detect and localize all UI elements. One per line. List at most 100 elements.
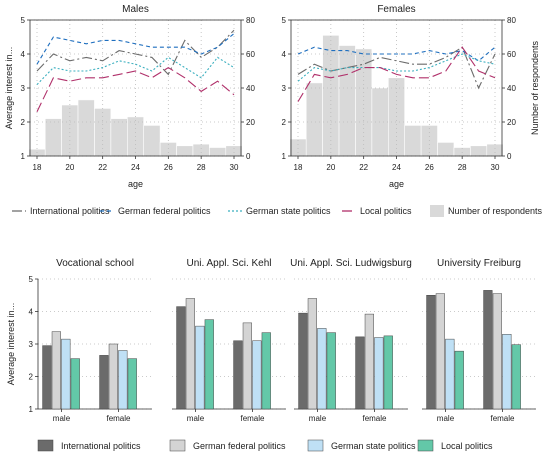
y-axis-label: Average interest in...	[4, 47, 14, 129]
x-tick-label: 30	[491, 163, 500, 172]
respondent-bar	[225, 145, 243, 157]
x-tick-label: 18	[294, 163, 303, 172]
legend-label: International politics	[61, 441, 141, 451]
y2-tick-label: 60	[507, 50, 516, 59]
respondent-bar	[289, 138, 307, 157]
x-tick-label: 18	[33, 163, 42, 172]
legend-top-item: Number of respondents	[430, 205, 543, 217]
legend-bottom-item: Local politics	[417, 439, 493, 452]
respondent-bar	[192, 143, 210, 157]
respondent-bar	[110, 118, 128, 157]
line-panel-females: Females 18 20 22 24 26 28 30 age 1 2 3 4 5 0 20 40 60 80 Nu…	[282, 4, 540, 189]
legend-label: German federal politics	[193, 441, 286, 451]
y2-tick-label: 80	[507, 16, 516, 25]
panel-title: University Freiburg	[437, 258, 521, 269]
y-tick-label: 1	[282, 152, 287, 161]
y-tick-label: 1	[21, 152, 26, 161]
panel-title: Uni. Appl. Sci. Kehl	[186, 258, 271, 269]
x-tick-label: 22	[359, 163, 368, 172]
legend-label: Number of respondents	[448, 206, 543, 216]
respondent-bar	[305, 82, 323, 157]
y2-tick-label: 80	[246, 16, 255, 25]
bar	[195, 325, 205, 410]
x-tick-label: 22	[98, 163, 107, 172]
bar-panel: Uni. Appl. Sci. Ludwigsburg male female	[290, 258, 412, 423]
bar-panel: Vocational school male female	[38, 258, 152, 423]
x-tick-label: male	[187, 414, 205, 423]
bar-panel: Uni. Appl. Sci. Kehl male female	[172, 258, 286, 423]
bar	[108, 343, 118, 410]
bar	[454, 350, 464, 410]
bar	[435, 293, 445, 410]
y-tick-label: 5	[282, 16, 287, 25]
bar	[70, 358, 80, 410]
respondent-bar	[437, 142, 455, 157]
series-line-german-federal-politics	[297, 46, 496, 62]
bar	[383, 335, 393, 410]
bar	[502, 334, 512, 410]
respondent-bar	[209, 147, 227, 157]
x-tick-label: 20	[65, 163, 74, 172]
respondent-bar	[322, 34, 340, 157]
x-tick-label: 28	[197, 163, 206, 172]
bar	[61, 338, 71, 410]
bar	[185, 298, 195, 410]
respondent-bar	[404, 125, 422, 157]
y-tick-label: 4	[282, 50, 287, 59]
x-tick-label: female	[490, 414, 515, 423]
x-tick-label: 26	[425, 163, 434, 172]
legend-swatch-box	[307, 439, 324, 452]
legend-label: German state politics	[246, 206, 331, 216]
bar	[374, 337, 384, 410]
bar	[233, 340, 243, 410]
bar-panel: University Freiburg male female	[422, 258, 536, 423]
legend-bottom-item: International politics	[37, 439, 141, 452]
legend-label: International politics	[30, 206, 110, 216]
series-line-german-state-politics	[36, 56, 235, 85]
bar	[242, 322, 252, 410]
respondent-bar	[143, 125, 161, 157]
y2-tick-label: 60	[246, 50, 255, 59]
x-tick-label: 26	[164, 163, 173, 172]
legend-label: Local politics	[360, 206, 412, 216]
bar	[326, 332, 336, 410]
bar	[261, 332, 271, 410]
respondent-bar	[371, 87, 389, 157]
series-line-german-federal-politics	[36, 33, 235, 65]
x-tick-label: female	[240, 414, 265, 423]
bar	[99, 355, 109, 410]
legend-label: German state politics	[331, 441, 416, 451]
x-tick-label: female	[362, 414, 387, 423]
y-tick-label: 4	[21, 50, 26, 59]
legend-bottom: International politics German federal pol…	[37, 439, 493, 452]
y2-tick-label: 0	[507, 152, 512, 161]
y-tick-label: 4	[29, 308, 34, 317]
bar	[127, 358, 137, 410]
bar	[42, 345, 52, 410]
legend-top: International politics German federal pol…	[12, 205, 543, 217]
y2-tick-label: 20	[507, 118, 516, 127]
y-tick-label: 5	[21, 16, 26, 25]
line-panel-males: Males 18 20 22 24 26 28 30 age 1 2 3 4 5 0 20 40 60 80 Aver…	[4, 4, 255, 189]
bar	[51, 331, 61, 410]
respondent-bar	[176, 145, 194, 157]
bar	[355, 336, 365, 410]
bar	[118, 350, 128, 410]
respondent-bar	[77, 99, 95, 157]
x-tick-label: 20	[326, 163, 335, 172]
y-tick-label: 3	[29, 340, 34, 349]
respondent-bar	[44, 118, 62, 157]
y2-tick-label: 0	[246, 152, 251, 161]
legend-swatch-box	[430, 205, 444, 217]
y-tick-label: 1	[29, 405, 34, 414]
x-tick-label: 24	[392, 163, 401, 172]
x-tick-label: male	[309, 414, 327, 423]
legend-swatch-box	[169, 439, 186, 452]
legend-swatch-box	[37, 439, 54, 452]
bar	[483, 290, 493, 410]
bar	[317, 328, 327, 410]
y-tick-label: 3	[21, 84, 26, 93]
x-axis-label: age	[128, 179, 143, 189]
series-line-local-politics	[297, 46, 496, 102]
